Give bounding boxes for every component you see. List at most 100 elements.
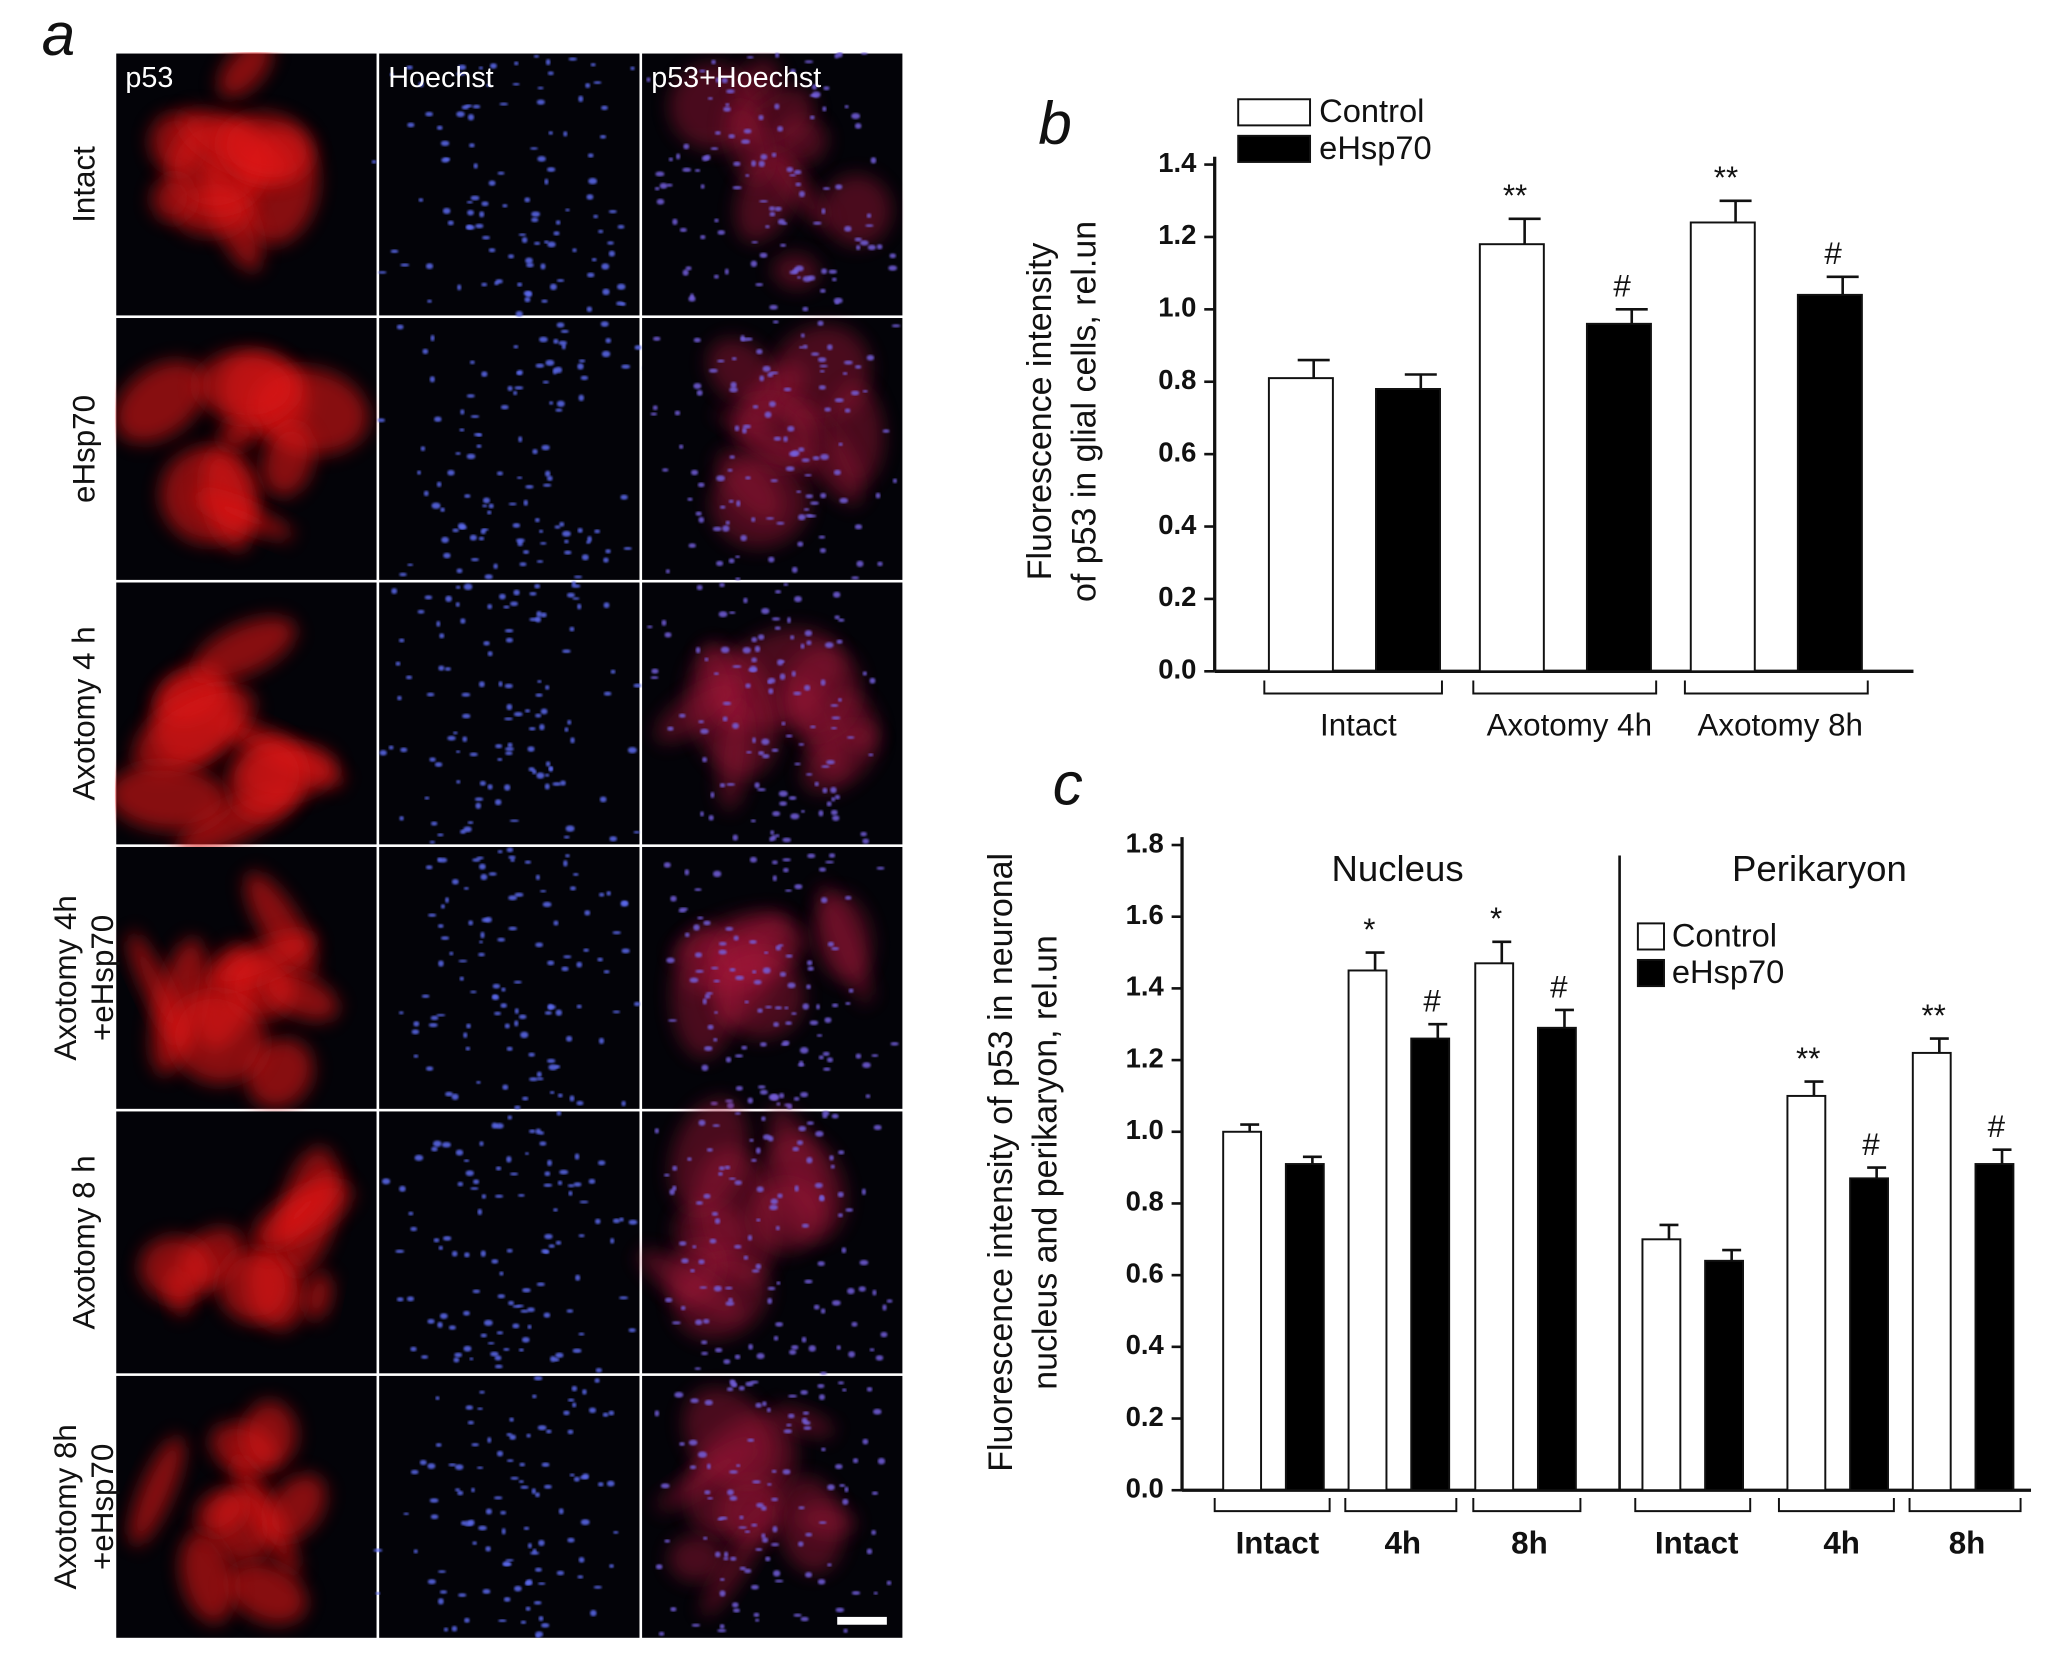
nucleus-stain <box>832 815 840 822</box>
nucleus-stain <box>800 643 805 649</box>
micrograph-content <box>114 350 369 551</box>
nucleus-stain <box>866 1548 873 1555</box>
nucleus-stain <box>714 1011 719 1014</box>
nucleus-stain <box>606 1480 615 1487</box>
nucleus-stain <box>580 1519 590 1526</box>
nucleus-stain <box>473 163 478 169</box>
nucleus-stain <box>831 277 837 282</box>
nucleus-stain <box>621 1100 626 1107</box>
nucleus-stain <box>866 354 875 361</box>
nucleus-stain <box>804 684 811 691</box>
nucleus-stain <box>822 1110 830 1116</box>
nucleus-stain <box>427 1463 436 1469</box>
nucleus-stain <box>466 453 476 460</box>
nucleus-stain <box>396 324 404 330</box>
y-tick-label: 1.4 <box>1158 147 1197 178</box>
nucleus-stain <box>830 1164 835 1169</box>
nucleus-stain <box>776 521 785 525</box>
nucleus-stain <box>445 595 452 602</box>
nucleus-stain <box>373 1548 383 1553</box>
y-tick-label: 1.0 <box>1158 292 1196 323</box>
nucleus-stain <box>562 530 571 537</box>
nucleus-stain <box>871 1529 877 1536</box>
nucleus-stain <box>452 528 459 533</box>
nucleus-stain <box>786 1104 793 1110</box>
nucleus-stain <box>431 502 441 509</box>
nucleus-stain <box>462 736 468 742</box>
nucleus-stain <box>750 819 756 823</box>
nucleus-stain <box>460 618 466 624</box>
nucleus-stain <box>769 836 774 842</box>
nucleus-stain <box>804 630 813 637</box>
y-tick-label: 1.6 <box>1126 899 1164 930</box>
nucleus-stain <box>419 1459 427 1465</box>
nucleus-stain <box>860 831 867 837</box>
legend-label: eHsp70 <box>1319 129 1432 166</box>
significance-mark: ** <box>1714 160 1738 195</box>
nucleus-stain <box>482 497 491 504</box>
nucleus-stain <box>470 1187 479 1190</box>
nucleus-stain <box>858 1286 866 1292</box>
nucleus-stain <box>526 1433 531 1438</box>
nucleus-stain <box>848 1351 856 1358</box>
nucleus-stain <box>565 825 575 832</box>
nucleus-stain <box>759 252 768 258</box>
nucleus-stain <box>809 1020 819 1026</box>
nucleus-stain <box>467 821 474 825</box>
nucleus-stain <box>762 753 770 759</box>
nucleus-stain <box>499 102 509 106</box>
nucleus-stain <box>522 1287 531 1293</box>
nucleus-stain <box>757 788 766 792</box>
nucleus-stain <box>544 240 549 244</box>
tissue-signal <box>114 764 228 831</box>
nucleus-stain <box>473 1179 480 1185</box>
nucleus-stain <box>410 1346 417 1352</box>
nucleus-stain <box>539 724 545 731</box>
micrograph-content <box>646 582 878 844</box>
nucleus-stain <box>775 1225 780 1231</box>
nucleus-stain <box>838 442 843 447</box>
nucleus-stain <box>791 566 798 573</box>
nucleus-stain <box>679 227 687 233</box>
nucleus-stain <box>822 187 831 191</box>
category-bracket <box>1634 1498 1752 1513</box>
nucleus-stain <box>731 1602 739 1608</box>
nucleus-stain <box>713 1037 718 1042</box>
nucleus-stain <box>427 299 432 303</box>
nucleus-stain <box>437 924 444 929</box>
nucleus-stain <box>535 874 541 881</box>
nucleus-stain <box>797 1541 804 1547</box>
nucleus-stain <box>467 113 475 121</box>
nucleus-stain <box>485 1508 493 1515</box>
nucleus-stain <box>722 716 728 722</box>
bar <box>1786 1094 1827 1492</box>
nucleus-stain <box>804 1279 813 1284</box>
nucleus-stain <box>786 1423 792 1427</box>
nucleus-stain <box>801 1223 810 1228</box>
nucleus-stain <box>492 994 498 999</box>
nucleus-stain <box>806 960 813 966</box>
nucleus-stain <box>508 926 518 931</box>
nucleus-stain <box>493 563 498 569</box>
nucleus-stain <box>469 1357 474 1361</box>
nucleus-stain <box>427 1579 436 1585</box>
nucleus-stain <box>608 1410 615 1416</box>
nucleus-stain <box>819 548 827 554</box>
nucleus-stain <box>507 1115 513 1120</box>
nucleus-stain <box>755 1402 762 1408</box>
nucleus-stain <box>834 1464 843 1470</box>
nucleus-stain <box>388 745 394 750</box>
nucleus-stain <box>397 695 402 701</box>
x-tick-label: Intact <box>1236 1525 1320 1560</box>
nucleus-stain <box>806 984 812 990</box>
nucleus-stain <box>788 796 797 801</box>
nucleus-stain <box>873 1591 878 1595</box>
nucleus-stain <box>527 1542 532 1549</box>
nucleus-stain <box>794 596 802 603</box>
nucleus-stain <box>630 66 635 71</box>
nucleus-stain <box>817 1578 826 1585</box>
nucleus-stain <box>700 728 709 734</box>
nucleus-stain <box>792 1146 800 1152</box>
significance-mark: # <box>1423 984 1441 1019</box>
nucleus-stain <box>837 1213 843 1218</box>
